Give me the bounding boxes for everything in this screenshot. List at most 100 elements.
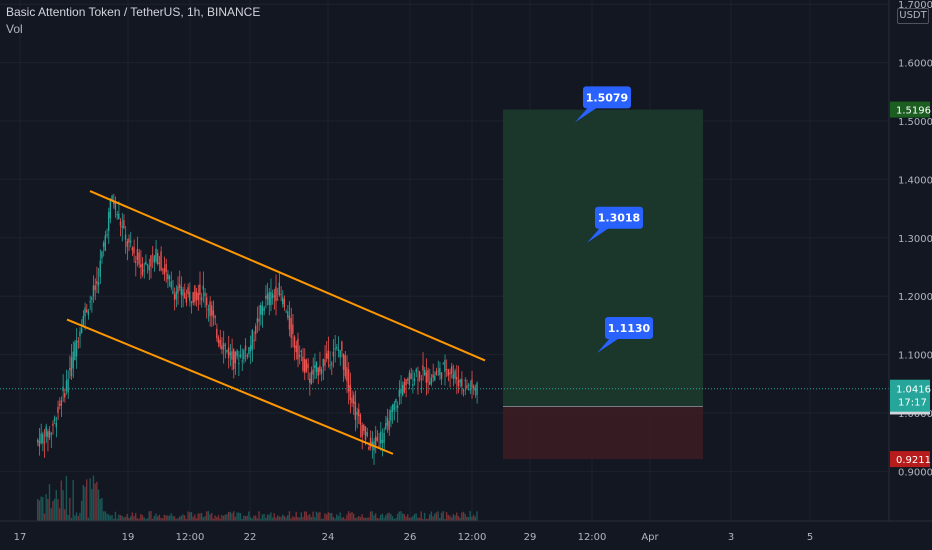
- candle: [106, 234, 107, 235]
- candle: [198, 293, 199, 301]
- x-tick-label: 19: [122, 532, 135, 543]
- volume-bar: [181, 516, 182, 521]
- volume-bar: [306, 512, 307, 521]
- volume-bar: [236, 513, 237, 521]
- volume-indicator-label[interactable]: Vol: [6, 21, 260, 38]
- candle: [268, 292, 269, 305]
- volume-bar: [296, 512, 297, 521]
- volume-bar: [49, 484, 50, 521]
- volume-bar: [463, 512, 464, 521]
- candle: [149, 265, 150, 270]
- candle: [89, 301, 90, 302]
- stop-loss-zone[interactable]: [503, 406, 703, 459]
- candle: [353, 395, 354, 404]
- candle: [78, 341, 79, 342]
- currency-badge[interactable]: USDT: [897, 8, 929, 24]
- candle: [67, 379, 68, 392]
- symbol-title[interactable]: Basic Attention Token / TetherUS, 1h, BI…: [6, 4, 260, 21]
- candle: [392, 405, 393, 412]
- candle: [415, 369, 416, 372]
- candle: [280, 294, 281, 295]
- callout-label: 1.3018: [598, 212, 640, 225]
- candle: [312, 370, 313, 375]
- candle: [377, 438, 378, 441]
- candle: [370, 438, 371, 448]
- candle: [437, 371, 438, 372]
- volume-bar: [351, 512, 352, 521]
- x-tick-label: Apr: [641, 532, 659, 543]
- volume-bar: [165, 515, 166, 521]
- volume-bar: [101, 498, 102, 521]
- volume-bar: [191, 512, 192, 521]
- candle: [191, 301, 192, 302]
- candle: [390, 410, 391, 421]
- volume-bar: [464, 514, 465, 521]
- y-tick-label: 0.9000: [898, 467, 932, 478]
- volume-bar: [230, 512, 231, 521]
- candle: [277, 300, 278, 301]
- candle: [458, 380, 459, 386]
- volume-bar: [182, 514, 183, 521]
- candle: [334, 348, 335, 349]
- volume-bar: [74, 515, 75, 521]
- volume-bar: [282, 515, 283, 521]
- volume-bar: [380, 515, 381, 521]
- candle: [154, 256, 155, 263]
- candle: [441, 372, 442, 378]
- candle: [69, 368, 70, 370]
- candle: [247, 355, 248, 357]
- volume-bar: [275, 518, 276, 521]
- candle: [453, 374, 454, 379]
- candle: [120, 222, 121, 226]
- volume-bar: [201, 513, 202, 521]
- volume-bar: [338, 516, 339, 521]
- candle: [380, 432, 381, 444]
- volume-bar: [390, 514, 391, 521]
- candle: [282, 297, 283, 304]
- candle: [267, 294, 268, 299]
- profit-target-zone[interactable]: [503, 110, 703, 407]
- candle: [394, 404, 395, 410]
- volume-bar: [206, 511, 207, 521]
- volume-bar: [443, 511, 444, 521]
- volume-bar: [155, 514, 156, 521]
- candle: [37, 440, 38, 443]
- x-tick-label: 12:00: [578, 532, 607, 543]
- candle: [314, 365, 315, 368]
- volume-bar: [54, 499, 55, 521]
- volume-bar: [410, 517, 411, 521]
- candle-countdown: 17:17: [898, 398, 927, 409]
- volume-bar: [468, 517, 469, 521]
- volume-bar: [89, 478, 90, 521]
- x-tick-label: 12:00: [458, 532, 487, 543]
- candle: [387, 418, 388, 426]
- candle: [221, 346, 222, 350]
- candle: [155, 249, 156, 262]
- x-tick-label: 26: [404, 532, 417, 543]
- candle: [431, 378, 432, 383]
- volume-bar: [223, 516, 224, 521]
- candle: [395, 399, 396, 402]
- candle: [96, 281, 97, 284]
- candle: [86, 309, 87, 312]
- y-tick-label: 1.4000: [898, 175, 932, 186]
- volume-bar: [473, 515, 474, 521]
- candle: [81, 328, 82, 332]
- candle: [355, 402, 356, 420]
- candle: [405, 379, 406, 385]
- volume-bar: [115, 512, 116, 521]
- volume-bar: [309, 514, 310, 521]
- candle: [186, 297, 187, 303]
- candle: [336, 347, 337, 348]
- candle: [61, 400, 62, 406]
- candle: [302, 357, 303, 371]
- lower-trendline[interactable]: [67, 320, 393, 454]
- volume-bar: [461, 513, 462, 521]
- volume-bar: [135, 513, 136, 521]
- candle: [338, 349, 339, 350]
- candle: [236, 351, 237, 357]
- candle: [177, 287, 178, 294]
- volume-bar: [350, 513, 351, 521]
